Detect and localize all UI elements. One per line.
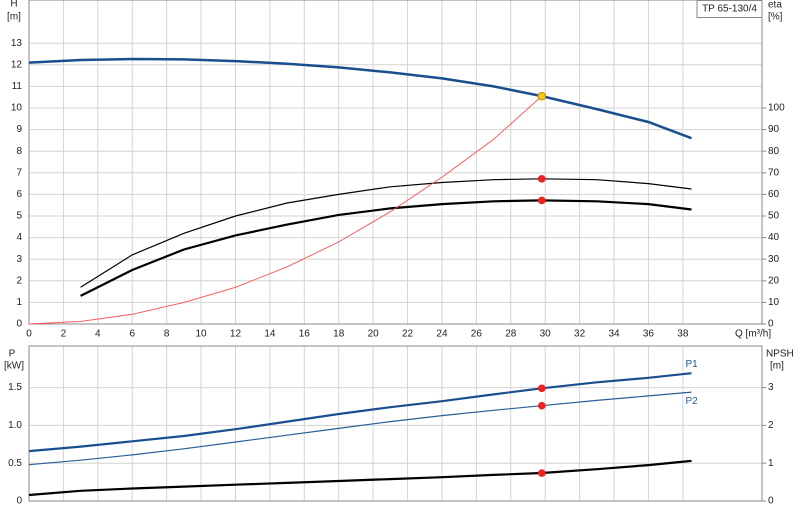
x-tick-label: 24: [436, 329, 448, 340]
y2-tick-label: 60: [768, 189, 780, 200]
x-tick-label: 36: [643, 329, 655, 340]
curve: [80, 199, 692, 297]
y2-tick-label: 80: [768, 146, 780, 157]
duty-point: [537, 196, 546, 205]
duty-point: [537, 384, 546, 393]
duty-point: [537, 175, 546, 183]
x-tick-label: 4: [95, 329, 101, 340]
y2-tick-label: 20: [768, 275, 780, 286]
y-tick-label: 0.5: [8, 458, 22, 469]
y-tick-label: 5: [16, 211, 22, 222]
curve: [28, 459, 692, 497]
y-tick-label: 3: [16, 254, 22, 265]
x-tick-label: 22: [402, 329, 414, 340]
y-tick-label: 0: [16, 319, 22, 330]
x-tick-label: 38: [677, 329, 689, 340]
x-tick-label: 0: [26, 329, 32, 340]
y2-tick-label: 3: [768, 382, 774, 393]
plot-frame: [28, 0, 763, 325]
y2-tick-label: 40: [768, 232, 780, 243]
y-axis-label: P: [9, 349, 16, 360]
curve: [28, 391, 692, 466]
y-tick-label: 9: [16, 124, 22, 135]
y-tick-label: 1: [16, 297, 22, 308]
y-tick-label: 4: [16, 232, 22, 243]
x-tick-label: 32: [574, 329, 586, 340]
x-tick-label: 10: [196, 329, 208, 340]
y2-tick-label: 2: [768, 420, 774, 431]
x-tick-label: 8: [164, 329, 170, 340]
x-tick-label: 30: [540, 329, 552, 340]
y-axis-unit: [kW]: [4, 361, 24, 372]
y-tick-label: 2: [16, 275, 22, 286]
x-tick-label: 28: [505, 329, 517, 340]
series-label: P2: [685, 396, 698, 407]
y-tick-label: 13: [11, 38, 23, 49]
x-tick-label: 18: [333, 329, 345, 340]
x-tick-label: 6: [129, 329, 135, 340]
title-box: [696, 0, 763, 18]
y2-axis-label: eta: [768, 0, 782, 11]
y2-tick-label: 1: [768, 458, 774, 469]
curve: [28, 57, 692, 140]
y2-tick-label: 10: [768, 297, 780, 308]
curve: [80, 178, 692, 288]
duty-point: [537, 401, 546, 410]
duty-point: [537, 469, 546, 477]
x-axis-label: Q [m³/h]: [735, 329, 771, 340]
y2-tick-label: 90: [768, 124, 780, 135]
y-tick-label: 7: [16, 167, 22, 178]
y2-tick-label: 70: [768, 167, 780, 178]
y-tick-label: 8: [16, 146, 22, 157]
y-tick-label: 1.5: [8, 382, 22, 393]
x-tick-label: 20: [368, 329, 380, 340]
y2-tick-label: 50: [768, 211, 780, 222]
y2-axis-unit: [m]: [770, 361, 784, 372]
y-axis-unit: [m]: [7, 12, 21, 23]
plot-frame: [28, 345, 763, 502]
series-label: P1: [685, 359, 698, 370]
y2-axis-label: NPSH: [766, 349, 794, 360]
y-tick-label: 11: [12, 81, 23, 92]
y2-tick-label: 30: [768, 254, 780, 265]
plot-area: [29, 0, 762, 324]
x-tick-label: 16: [299, 329, 311, 340]
x-tick-label: 34: [608, 329, 620, 340]
y2-axis-unit: [%]: [768, 12, 783, 23]
curve: [28, 372, 692, 453]
duty-point: [537, 91, 547, 101]
x-tick-label: 12: [230, 329, 242, 340]
y-tick-label: 6: [16, 189, 22, 200]
y-tick-label: 1.0: [8, 420, 22, 431]
plot-area: [29, 346, 762, 501]
chart-title: TP 65-130/4: [702, 4, 757, 15]
y2-tick-label: 0: [768, 496, 774, 507]
x-tick-label: 14: [264, 329, 276, 340]
y-tick-label: 0: [16, 496, 22, 507]
y-axis-label: H: [10, 0, 17, 10]
y2-tick-label: 0: [768, 319, 774, 330]
x-tick-label: 26: [471, 329, 483, 340]
y2-tick-label: 100: [768, 103, 785, 114]
curve: [28, 95, 543, 325]
y-tick-label: 12: [11, 59, 23, 70]
y-tick-label: 10: [11, 103, 23, 114]
x-tick-label: 2: [61, 329, 67, 340]
